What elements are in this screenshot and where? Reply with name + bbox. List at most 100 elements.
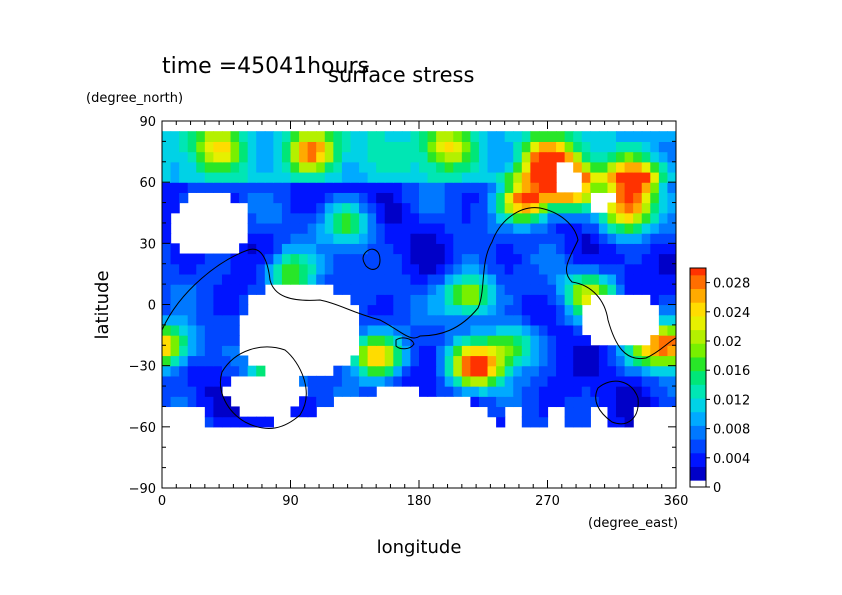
stress-cell bbox=[547, 151, 557, 163]
colorbar-swatch bbox=[690, 384, 706, 399]
stress-cell bbox=[650, 161, 660, 173]
stress-cell bbox=[359, 355, 369, 367]
stress-cell bbox=[410, 131, 420, 142]
stress-cell bbox=[478, 263, 489, 275]
stress-cell bbox=[496, 324, 506, 336]
stress-cell bbox=[256, 243, 266, 255]
stress-cell bbox=[453, 141, 463, 153]
stress-cell bbox=[547, 386, 557, 397]
stress-cell bbox=[667, 314, 676, 326]
stress-cell bbox=[607, 131, 617, 142]
stress-cell bbox=[487, 304, 497, 316]
stress-cell bbox=[470, 192, 480, 204]
stress-cell bbox=[590, 212, 600, 224]
stress-cell bbox=[230, 273, 240, 285]
stress-cell bbox=[359, 284, 369, 295]
stress-cell bbox=[299, 161, 309, 173]
stress-cell bbox=[350, 222, 360, 234]
stress-cell bbox=[581, 202, 591, 214]
stress-cell bbox=[196, 324, 206, 336]
stress-cell bbox=[436, 141, 446, 153]
stress-cell bbox=[299, 151, 309, 163]
stress-cell bbox=[393, 365, 403, 377]
stress-cell bbox=[667, 202, 676, 214]
stress-cell bbox=[530, 253, 540, 265]
stress-cell bbox=[264, 416, 274, 428]
stress-cell bbox=[521, 365, 531, 377]
stress-cell bbox=[221, 131, 232, 142]
stress-cell bbox=[427, 161, 437, 173]
stress-cell bbox=[350, 233, 360, 244]
stress-cell bbox=[513, 355, 523, 367]
stress-cell bbox=[496, 171, 506, 183]
stress-cell bbox=[590, 386, 600, 397]
stress-cell bbox=[547, 365, 557, 377]
stress-cell bbox=[470, 202, 480, 214]
stress-cell bbox=[641, 243, 651, 255]
stress-cell bbox=[487, 345, 497, 357]
stress-cell bbox=[607, 263, 617, 275]
stress-cell bbox=[496, 375, 506, 387]
stress-cell bbox=[359, 386, 369, 397]
stress-cell bbox=[341, 192, 352, 204]
stress-cell bbox=[667, 345, 676, 357]
stress-cell bbox=[478, 222, 489, 234]
stress-cell bbox=[341, 365, 352, 377]
colorbar-swatch bbox=[690, 425, 706, 440]
stress-cell bbox=[598, 263, 609, 275]
stress-cell bbox=[213, 345, 223, 357]
stress-cell bbox=[239, 416, 249, 428]
stress-cell bbox=[213, 284, 223, 295]
stress-cell bbox=[401, 345, 412, 357]
stress-cell bbox=[530, 345, 540, 357]
stress-cell bbox=[607, 233, 617, 244]
stress-cell bbox=[487, 233, 497, 244]
stress-cell bbox=[359, 263, 369, 275]
stress-cell bbox=[487, 406, 497, 418]
stress-cell bbox=[581, 406, 591, 418]
stress-cell bbox=[281, 192, 292, 204]
stress-cell bbox=[556, 365, 566, 377]
stress-cell bbox=[290, 182, 300, 193]
stress-cell bbox=[350, 131, 360, 142]
stress-cell bbox=[461, 304, 471, 316]
stress-cell bbox=[367, 141, 377, 153]
stress-cell bbox=[590, 233, 600, 244]
stress-cell bbox=[187, 131, 197, 142]
stress-cell bbox=[162, 131, 172, 142]
axes: 0 90 180 270 360 90 60 30 0 −30 −60 −90 bbox=[129, 115, 689, 509]
stress-cell bbox=[616, 141, 626, 153]
x-tick-label: 180 bbox=[407, 494, 432, 509]
stress-cell bbox=[401, 335, 412, 346]
stress-cell bbox=[530, 386, 540, 397]
stress-cell bbox=[256, 131, 266, 142]
stress-cell bbox=[650, 243, 660, 255]
stress-cell bbox=[221, 314, 232, 326]
stress-cell bbox=[179, 304, 189, 316]
stress-cell bbox=[401, 365, 412, 377]
stress-cell bbox=[641, 222, 651, 234]
stress-cell bbox=[598, 386, 609, 397]
x-tick-label: 90 bbox=[282, 494, 299, 509]
stress-cell bbox=[324, 396, 334, 408]
stress-cell bbox=[470, 294, 480, 306]
stress-cell bbox=[350, 202, 360, 214]
stress-cell bbox=[470, 304, 480, 316]
stress-cell bbox=[444, 304, 454, 316]
stress-cell bbox=[633, 182, 643, 193]
stress-cell bbox=[641, 233, 651, 244]
stress-cell bbox=[401, 151, 412, 163]
stress-cell bbox=[281, 273, 292, 285]
stress-cell bbox=[384, 365, 394, 377]
stress-cell bbox=[513, 161, 523, 173]
stress-cell bbox=[213, 161, 223, 173]
stress-cell bbox=[333, 212, 343, 224]
stress-cell bbox=[419, 212, 429, 224]
stress-cell bbox=[290, 192, 300, 204]
colorbar-swatch bbox=[690, 302, 706, 317]
stress-cell bbox=[221, 263, 232, 275]
stress-cell bbox=[478, 202, 489, 214]
stress-cell bbox=[641, 396, 651, 408]
stress-cell bbox=[256, 222, 266, 234]
stress-cell bbox=[162, 375, 172, 387]
